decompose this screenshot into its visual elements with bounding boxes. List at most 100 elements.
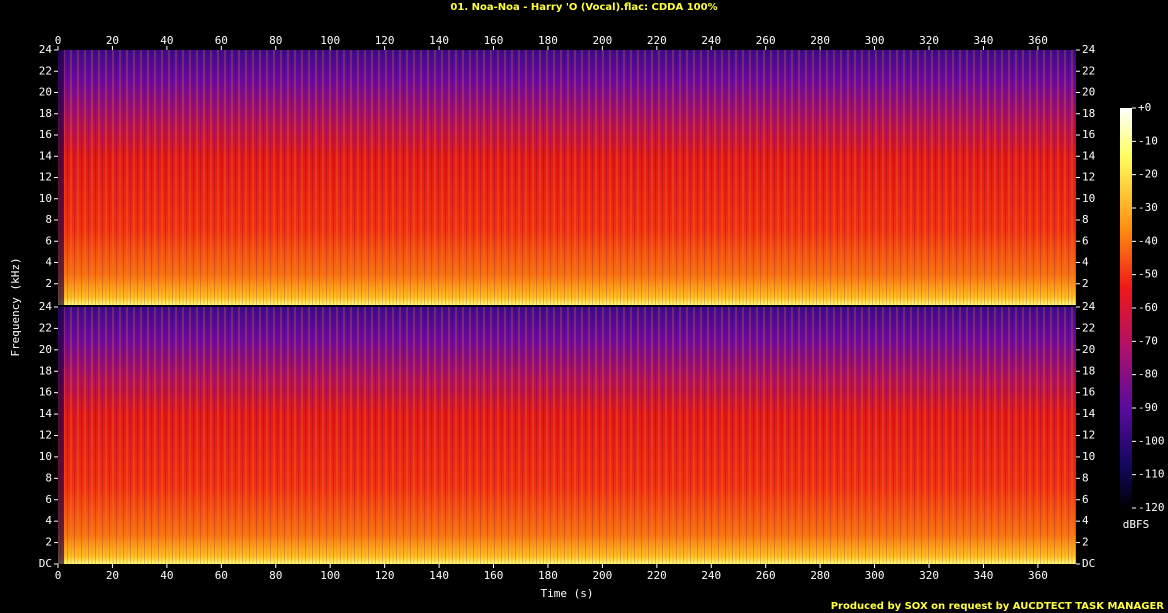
y-tick-label: 4 [1082,514,1089,527]
x-tick-label: 0 [55,34,62,47]
x-tick-label: 240 [701,569,721,582]
x-tick-label: 160 [484,34,504,47]
x-tick-label: 40 [160,569,173,582]
y-tick-label: 22 [1082,64,1095,77]
y-tick-label: 14 [1082,407,1096,420]
y-tick-label: 20 [1082,86,1095,99]
y-tick-label: 8 [45,471,52,484]
x-tick-label: 220 [647,569,667,582]
x-tick-label: 360 [1028,34,1048,47]
y-tick-label: DC [1082,557,1095,570]
y-tick-label: 4 [1082,256,1089,269]
x-tick-label: 260 [756,34,776,47]
colorbar-tick-label: -10 [1138,134,1158,147]
y-tick-label: 2 [1082,277,1089,290]
x-tick-label: 120 [375,569,395,582]
y-tick-label: 18 [1082,107,1095,120]
y-tick-label: 18 [39,107,52,120]
y-tick-label: 4 [45,256,52,269]
x-tick-label: 300 [865,569,885,582]
x-tick-label: 360 [1028,569,1048,582]
y-tick-label: 24 [39,43,53,56]
y-tick-label: 16 [39,128,52,141]
y-tick-label: 18 [1082,364,1095,377]
x-tick-label: 200 [592,34,612,47]
colorbar-tick-label: +0 [1138,101,1151,114]
y-tick-label: 16 [1082,128,1095,141]
y-tick-label: DC [39,557,52,570]
x-tick-label: 100 [320,34,340,47]
x-tick-label: 180 [538,34,558,47]
y-tick-label: 10 [39,192,52,205]
colorbar [1120,108,1132,508]
y-tick-label: 14 [1082,149,1096,162]
y-tick-label: 20 [39,343,52,356]
y-tick-label: 6 [45,234,52,247]
x-tick-label: 260 [756,569,776,582]
x-tick-label: 180 [538,569,558,582]
y-tick-label: 18 [39,364,52,377]
channel-1-texture [58,50,1076,305]
y-tick-label: 4 [45,514,52,527]
x-tick-label: 340 [974,569,994,582]
y-tick-label: 20 [39,86,52,99]
colorbar-label: dBFS [1123,518,1150,531]
x-tick-label: 200 [592,569,612,582]
colorbar-tick-label: -20 [1138,168,1158,181]
colorbar-tick-label: -90 [1138,401,1158,414]
x-tick-label: 60 [215,34,228,47]
intro-shade [58,307,64,564]
y-tick-label: 12 [1082,429,1095,442]
colorbar-tick-label: -80 [1138,368,1158,381]
y-tick-label: 10 [1082,192,1095,205]
y-tick-label: 24 [1082,43,1096,56]
y-tick-label: 14 [39,407,53,420]
x-tick-label: 140 [429,569,449,582]
y-tick-label: 2 [45,536,52,549]
colorbar-tick-label: -100 [1138,434,1165,447]
y-tick-label: 22 [39,321,52,334]
y-tick-label: 8 [1082,213,1089,226]
x-tick-label: 240 [701,34,721,47]
x-tick-label: 320 [919,569,939,582]
x-tick-label: 320 [919,34,939,47]
y-tick-label: 12 [1082,171,1095,184]
x-tick-label: 300 [865,34,885,47]
y-tick-label: 14 [39,149,53,162]
y-tick-label: 16 [1082,386,1095,399]
chart-title: 01. Noa-Noa - Harry 'O (Vocal).flac: CDD… [450,2,717,13]
y-tick-label: 12 [39,429,52,442]
y-tick-label: 16 [39,386,52,399]
x-tick-label: 20 [106,569,119,582]
x-tick-label: 220 [647,34,667,47]
colorbar-tick-label: -120 [1138,501,1165,514]
y-tick-label: 2 [1082,536,1089,549]
channel-2-texture [58,307,1076,564]
footer: Produced by SOX on request by AUCDTECT T… [831,601,1165,612]
x-tick-label: 120 [375,34,395,47]
spectrogram-body [58,50,1076,564]
y-tick-label: 6 [45,493,52,506]
y-tick-label: 20 [1082,343,1095,356]
colorbar-tick-label: -60 [1138,301,1158,314]
x-tick-label: 340 [974,34,994,47]
y-tick-label: 10 [1082,450,1095,463]
x-tick-label: 60 [215,569,228,582]
y-tick-label: 22 [39,64,52,77]
colorbar-tick-label: -30 [1138,201,1158,214]
x-tick-label: 80 [269,34,282,47]
y-tick-label: 8 [1082,471,1089,484]
x-tick-label: 40 [160,34,173,47]
y-tick-label: 10 [39,450,52,463]
x-tick-label: 0 [55,569,62,582]
x-tick-label: 20 [106,34,119,47]
x-tick-label: 80 [269,569,282,582]
y-tick-label: 24 [39,300,53,313]
x-tick-label: 100 [320,569,340,582]
y-tick-label: 12 [39,171,52,184]
colorbar-tick-label: -110 [1138,468,1165,481]
colorbar-tick-label: -70 [1138,334,1158,347]
x-tick-label: 280 [810,34,830,47]
